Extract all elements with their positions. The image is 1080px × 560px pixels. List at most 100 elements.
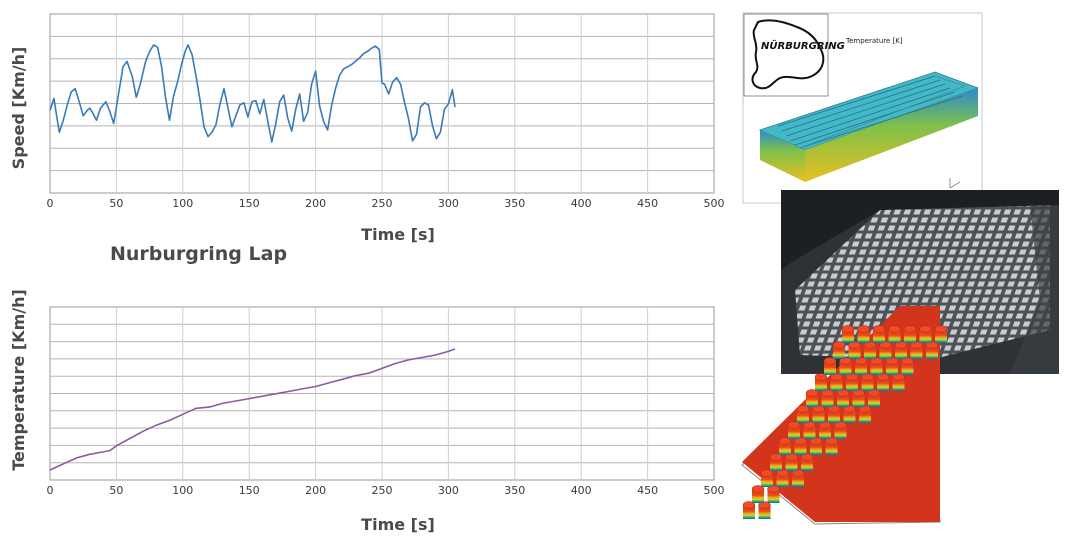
cell-cylinder — [904, 329, 916, 343]
cell-cylinder — [861, 377, 874, 391]
cell-cylinder — [855, 361, 867, 375]
cell-top — [845, 373, 859, 381]
cell-top — [830, 373, 843, 381]
cell-top — [818, 421, 832, 429]
cell-top — [805, 389, 819, 397]
cell-top — [879, 341, 892, 349]
track-outline-icon — [751, 19, 825, 90]
cell-cylinder — [828, 409, 840, 423]
battery-pack-simulation-image: NÜRBURGRING Temperature [K] — [742, 12, 983, 204]
cell-top — [821, 389, 834, 397]
x-tick-label: 250 — [372, 197, 393, 210]
cell-cylinder — [837, 393, 849, 407]
cell-cylinder — [888, 329, 901, 343]
cell-cylinder — [743, 505, 755, 519]
cell-top — [742, 501, 756, 509]
cell-cylinder — [794, 441, 807, 455]
cell-top — [857, 325, 870, 333]
cell-cylinder — [868, 393, 880, 407]
temperature-series-line — [49, 348, 456, 471]
x-tick-label: 500 — [704, 484, 725, 497]
simulation-label: Temperature [K] — [845, 37, 903, 45]
cell-top — [760, 469, 774, 477]
x-tick-label: 50 — [109, 484, 123, 497]
cell-top — [903, 325, 917, 333]
x-tick-label: 400 — [571, 197, 592, 210]
cell-top — [867, 389, 881, 397]
x-tick-label: 0 — [47, 484, 54, 497]
cell-cylinder — [815, 377, 827, 391]
cell-top — [861, 373, 874, 381]
cell-top — [839, 357, 852, 365]
cell-cylinder — [806, 393, 818, 407]
cell-cylinder — [830, 377, 843, 391]
x-tick-label: 400 — [571, 484, 592, 497]
cell-top — [843, 405, 856, 413]
cell-top — [787, 421, 801, 429]
cell-top — [800, 453, 814, 461]
cell-top — [803, 421, 816, 429]
x-tick-label: 150 — [239, 484, 260, 497]
x-tick-label: 0 — [47, 197, 54, 210]
cell-top — [825, 437, 838, 445]
cell-top — [832, 341, 846, 349]
cell-cylinder — [834, 425, 847, 439]
cell-cylinder — [839, 361, 852, 375]
cell-cylinder — [776, 473, 789, 487]
cell-cylinder — [797, 409, 809, 423]
cell-cylinder — [752, 489, 764, 503]
speed-x-axis-title: Time [s] — [361, 225, 435, 244]
cell-top — [836, 389, 850, 397]
cell-top — [901, 357, 914, 365]
cell-cylinder — [819, 425, 831, 439]
cell-cylinder — [792, 473, 804, 487]
cell-top — [910, 341, 923, 349]
track-logo: NÜRBURGRING — [761, 38, 845, 52]
x-tick-label: 500 — [704, 197, 725, 210]
cell-top — [870, 357, 883, 365]
cell-cylinder — [821, 393, 834, 407]
cell-top — [852, 389, 865, 397]
cell-cylinder — [833, 345, 845, 359]
x-tick-label: 100 — [172, 484, 193, 497]
x-tick-label: 450 — [637, 484, 658, 497]
track-map-box — [743, 13, 829, 97]
cell-cylinder — [886, 361, 898, 375]
cell-cylinder — [910, 345, 923, 359]
cell-top — [854, 357, 868, 365]
x-tick-label: 300 — [438, 484, 459, 497]
cell-top — [885, 357, 899, 365]
x-tick-label: 350 — [504, 484, 525, 497]
cell-cylinder — [846, 377, 858, 391]
cell-top — [827, 405, 841, 413]
cell-cylinder — [852, 393, 865, 407]
cell-top — [809, 437, 823, 445]
cell-cylinder — [788, 425, 800, 439]
cell-cylinder — [785, 457, 798, 471]
cell-top — [751, 485, 765, 493]
x-tick-label: 150 — [239, 197, 260, 210]
cell-cylinder — [812, 409, 825, 423]
cell-cylinder — [879, 345, 892, 359]
chart-caption: Nurburgring Lap — [110, 243, 287, 265]
temperature-chart: 0 50 100 150 200 250 300 350 400 450 500 Time [s] … — [9, 289, 725, 534]
cell-cylinder — [892, 377, 905, 391]
cell-cylinder — [767, 489, 780, 503]
cell-cylinder — [810, 441, 822, 455]
cell-top — [823, 357, 837, 365]
cell-top — [769, 453, 783, 461]
cell-top — [767, 485, 780, 493]
cell-top — [796, 405, 810, 413]
cell-cylinder — [870, 361, 883, 375]
cell-cylinder — [857, 329, 870, 343]
x-tick-label: 450 — [637, 197, 658, 210]
cell-cylinder — [926, 345, 938, 359]
speed-series-line — [49, 44, 456, 143]
cell-cylinder — [864, 345, 876, 359]
cell-cylinder — [859, 409, 871, 423]
cell-top — [925, 341, 939, 349]
cell-cylinder — [935, 329, 947, 343]
cell-top — [814, 373, 828, 381]
cell-top — [848, 341, 861, 349]
